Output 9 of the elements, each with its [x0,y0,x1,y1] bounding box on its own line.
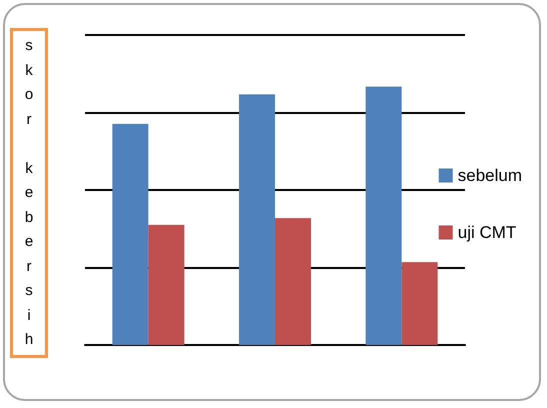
bar [275,218,311,345]
bar [402,262,438,345]
legend-label: uji CMT [458,223,516,242]
legend-label: sebelum [458,166,522,185]
bar [148,224,184,345]
text: skor kebersih [24,37,34,348]
bar [366,86,402,345]
bar [112,124,148,345]
bar [239,94,275,345]
